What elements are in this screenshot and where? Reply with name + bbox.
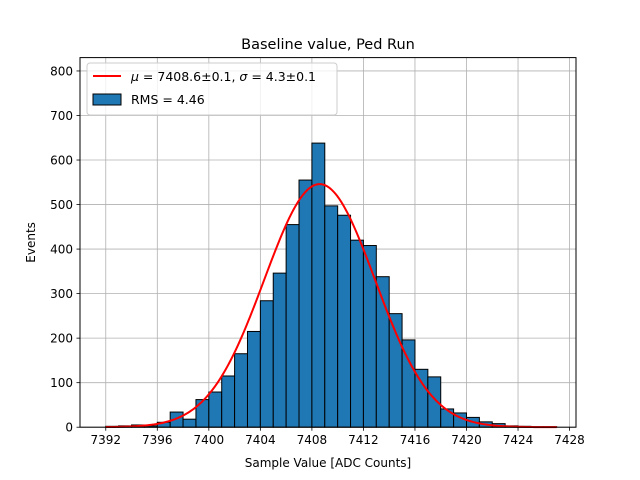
fit-curve: [105, 183, 557, 429]
histogram-bar: [324, 205, 339, 428]
y-tick-label: 700: [50, 109, 73, 123]
legend-fit-mu-value: = 7408.6±0.1,: [139, 69, 239, 84]
legend: μ = 7408.6±0.1, σ = 4.3±0.1 RMS = 4.46: [86, 62, 338, 116]
x-tick-label: 7400: [194, 433, 225, 447]
y-tick-label: 0: [65, 421, 73, 435]
histogram-bar: [350, 239, 364, 428]
histogram-bar: [208, 391, 223, 428]
x-axis-label: Sample Value [ADC Counts]: [245, 456, 411, 470]
histogram-bar: [221, 375, 236, 428]
histogram-bar: [337, 214, 352, 428]
legend-hist-swatch: [92, 93, 122, 106]
y-tick-label: 100: [50, 376, 73, 390]
x-tick-label: 7420: [451, 433, 482, 447]
histogram-bar: [285, 224, 300, 428]
x-tick-label: 7412: [348, 433, 379, 447]
legend-hist-label: RMS = 4.46: [131, 92, 205, 107]
histogram-bar: [195, 399, 210, 428]
plot-frame: [79, 57, 577, 428]
x-tick-label: 7392: [90, 433, 121, 447]
legend-fit-sigma-value: = 4.3±0.1: [247, 69, 316, 84]
histogram-bar: [259, 300, 274, 428]
gaussian-fit: [105, 183, 557, 429]
x-tick-label: 7408: [297, 433, 328, 447]
x-tick-label: 7424: [503, 433, 534, 447]
histogram-bar: [362, 245, 377, 428]
y-tick-label: 800: [50, 64, 73, 78]
histogram-bar: [246, 330, 261, 428]
histogram-bars: [105, 142, 558, 428]
x-tick-label: 7396: [142, 433, 173, 447]
y-axis-ticks: 0 100 200 300 400 500 600 700 800: [50, 64, 80, 435]
histogram-bar: [234, 353, 248, 428]
y-axis-label: Events: [24, 222, 38, 263]
y-tick-label: 500: [50, 198, 73, 212]
y-tick-label: 200: [50, 331, 73, 345]
histogram-bar: [440, 408, 455, 428]
legend-box: [86, 62, 338, 116]
x-axis-ticks: 7392 7396 7400 7404 7408 7412 7416 7420 7424 7428: [90, 427, 585, 447]
y-tick-label: 400: [50, 242, 73, 256]
y-tick-label: 600: [50, 153, 73, 167]
histogram-bar: [414, 368, 429, 428]
x-tick-label: 7404: [245, 433, 276, 447]
legend-fit-label: μ = 7408.6±0.1, σ = 4.3±0.1: [130, 69, 316, 84]
y-tick-label: 300: [50, 287, 73, 301]
x-tick-label: 7428: [554, 433, 585, 447]
histogram-bar: [298, 179, 313, 428]
legend-fit-mu-symbol: μ: [130, 69, 139, 84]
histogram-bar: [182, 418, 197, 428]
histogram-bar: [272, 272, 287, 428]
x-tick-label: 7416: [400, 433, 431, 447]
chart-title: Baseline value, Ped Run: [241, 37, 415, 53]
legend-fit-sigma-symbol: σ: [239, 69, 248, 84]
